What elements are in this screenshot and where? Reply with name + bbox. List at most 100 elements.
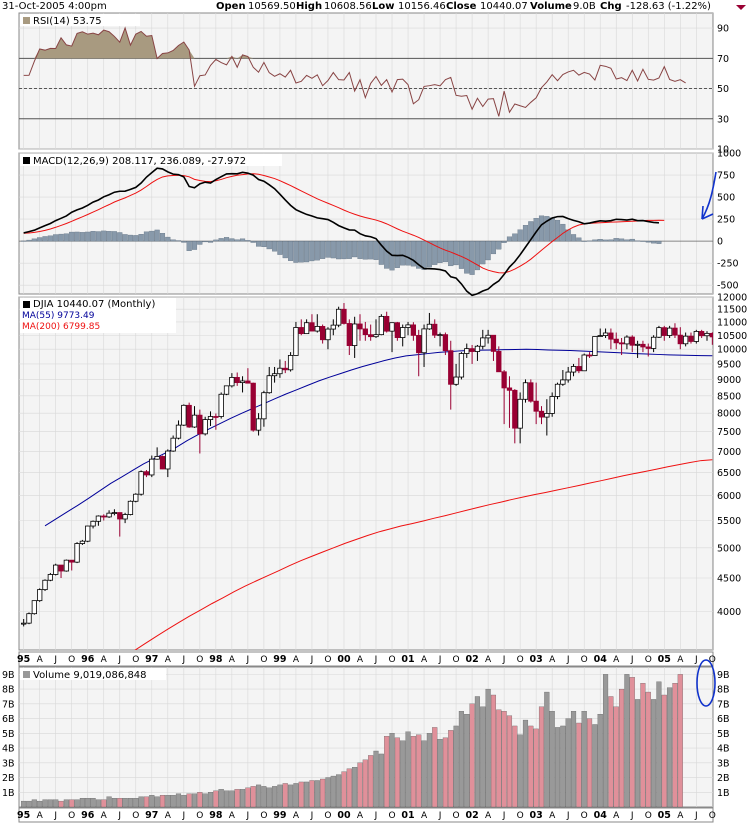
header-datetime: 31-Oct-2005 4:00pm: [2, 1, 107, 12]
macd-histogram-bar: [581, 240, 587, 242]
header-low-value: 10156.46: [398, 1, 446, 12]
candle-body: [656, 327, 662, 338]
volume-bar: [416, 734, 422, 808]
candle-body: [645, 346, 651, 349]
candle-body: [234, 377, 240, 384]
volume-bar: [85, 798, 91, 808]
volume-bar: [528, 725, 534, 808]
volume-bar: [90, 798, 96, 808]
x-tick-label: 99: [273, 810, 286, 821]
macd-histogram-bar: [122, 234, 128, 242]
volume-bar: [677, 674, 683, 808]
macd-histogram-bar: [597, 239, 603, 242]
volume-bar: [394, 737, 400, 808]
candle-body: [405, 324, 411, 328]
y-tick-label: 3B: [717, 758, 730, 769]
volume-bar: [549, 711, 555, 808]
x-tick-label: O: [709, 655, 716, 665]
volume-bar: [234, 789, 240, 808]
macd-histogram-bar: [400, 240, 406, 266]
volume-bar: [37, 800, 43, 808]
header-volume-label: Volume: [530, 1, 572, 12]
y-tick-label: 90: [717, 24, 729, 35]
candle-body: [53, 564, 59, 575]
volume-bar: [576, 722, 582, 808]
volume-bar: [127, 798, 133, 808]
candle-body: [357, 323, 363, 330]
macd-histogram-bar: [58, 233, 64, 242]
volume-bar: [624, 674, 630, 808]
candle-body: [239, 380, 246, 384]
x-tick-label: O: [196, 655, 203, 665]
volume-bar: [554, 727, 561, 808]
x-tick-label: A: [165, 655, 172, 665]
candle-body: [74, 543, 80, 563]
xaxis-band-top: [18, 651, 714, 667]
y-tick-label: 5500: [717, 516, 741, 527]
macd-histogram-bar: [448, 240, 454, 267]
candle-body: [517, 398, 523, 429]
candle-body: [699, 331, 705, 337]
x-tick-label: A: [613, 811, 620, 821]
volume-y-tick-label-left: 5B: [2, 729, 15, 740]
volume-bar: [442, 737, 448, 808]
macd-histogram-bar: [277, 240, 283, 255]
macd-histogram-bar: [538, 215, 545, 242]
header-dropdown-icon[interactable]: [736, 5, 746, 10]
macd-histogram-bar: [346, 240, 352, 259]
macd-histogram-bar: [63, 233, 69, 242]
y-tick-label: 30: [717, 114, 729, 125]
x-tick-label: 98: [209, 654, 223, 665]
macd-histogram-bar: [117, 232, 123, 242]
x-tick-label: A: [357, 655, 364, 665]
volume-chart: [21, 674, 683, 808]
candle-body: [474, 345, 481, 352]
volume-bar: [597, 714, 603, 808]
candle-body: [341, 308, 347, 324]
macd-histogram-bar: [554, 220, 561, 242]
y-tick-label: 8B: [717, 685, 730, 696]
macd-histogram-bar: [592, 239, 598, 242]
price-plot-area: [21, 303, 713, 650]
macd-histogram-bar: [517, 229, 523, 242]
macd-histogram-bar: [186, 240, 192, 251]
macd-histogram-bar: [74, 231, 80, 242]
volume-bar: [154, 796, 160, 808]
macd-histogram-bar: [608, 239, 614, 242]
y-tick-label: 6000: [717, 491, 741, 502]
volume-bar: [186, 793, 192, 808]
macd-histogram-bar: [629, 238, 635, 242]
macd-histogram-bar: [266, 240, 272, 250]
volume-bar: [223, 790, 230, 808]
candle-body: [42, 579, 48, 591]
macd-histogram-bar: [175, 240, 182, 242]
y-tick-label: 11500: [717, 305, 747, 316]
macd-histogram-bar: [197, 240, 203, 245]
volume-bar: [106, 796, 112, 808]
candle-body: [26, 613, 32, 624]
volume-bar: [58, 800, 64, 808]
macd-histogram-bar: [336, 240, 342, 260]
candle-body: [501, 371, 507, 389]
price-chart: [21, 303, 713, 650]
volume-bar: [592, 724, 598, 808]
candle-body: [181, 404, 187, 426]
volume-bar: [341, 771, 347, 808]
candle-body: [223, 385, 230, 395]
x-tick-label: O: [645, 811, 652, 821]
volume-bar: [437, 739, 443, 808]
candle-body: [586, 354, 593, 357]
y-tick-label: 7B: [717, 699, 730, 710]
macd-histogram-bar: [229, 238, 235, 242]
volume-bar: [608, 696, 614, 808]
candle-body: [245, 380, 251, 384]
candle-body: [693, 331, 699, 342]
volume-bar: [63, 799, 69, 808]
candle-body: [453, 376, 459, 385]
x-tick-label: J: [374, 655, 378, 665]
macd-histogram-bar: [101, 230, 107, 242]
candle-body: [207, 416, 214, 420]
volume-y-tick-label-left: 3B: [2, 758, 15, 769]
header-chg-label: Chg: [600, 1, 622, 12]
volume-bar: [496, 709, 502, 808]
